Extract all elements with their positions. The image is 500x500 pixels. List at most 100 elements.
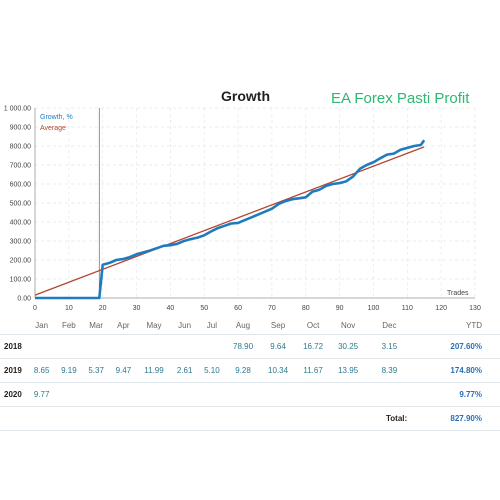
ytd-value: 207.60% <box>413 334 500 359</box>
month-header: YTD <box>413 316 500 335</box>
month-value <box>198 382 226 407</box>
month-header: Jun <box>171 316 199 335</box>
month-value: 9.77 <box>28 382 56 407</box>
month-value: 2.61 <box>171 358 199 383</box>
y-tick-label: 600.00 <box>10 182 32 189</box>
month-value <box>55 334 83 359</box>
month-value <box>260 382 296 407</box>
table-corner <box>0 316 28 335</box>
month-value: 8.65 <box>28 358 56 383</box>
x-axis-label: Trades <box>447 290 469 297</box>
month-value: 5.10 <box>198 358 226 383</box>
month-value <box>330 382 366 407</box>
total-value: 827.90% <box>413 406 500 431</box>
x-tick-label: 80 <box>302 305 310 312</box>
month-header: Oct <box>295 316 331 335</box>
month-value <box>198 334 226 359</box>
x-tick-label: 50 <box>200 305 208 312</box>
month-value: 16.72 <box>295 334 331 359</box>
ytd-value: 9.77% <box>413 382 500 407</box>
month-header: Mar <box>82 316 110 335</box>
x-axis-ticks: 0 10 20 30 40 50 60 70 80 90 100 110 120 130 <box>33 305 481 312</box>
y-tick-label: 0.00 <box>17 296 31 303</box>
month-header: Dec <box>365 316 414 335</box>
month-value <box>137 382 171 407</box>
month-header: Sep <box>260 316 296 335</box>
month-value: 30.25 <box>330 334 366 359</box>
month-header: Nov <box>330 316 366 335</box>
month-value <box>109 334 137 359</box>
y-tick-label: 800.00 <box>10 144 32 151</box>
x-tick-label: 130 <box>469 305 481 312</box>
month-value: 3.15 <box>365 334 414 359</box>
month-value <box>171 334 199 359</box>
x-tick-label: 30 <box>133 305 141 312</box>
x-tick-label: 0 <box>33 305 37 312</box>
month-value: 9.47 <box>109 358 137 383</box>
month-value <box>82 382 110 407</box>
month-value <box>109 382 137 407</box>
month-value: 11.67 <box>295 358 331 383</box>
y-tick-label: 700.00 <box>10 163 32 170</box>
month-value <box>137 334 171 359</box>
month-value: 10.34 <box>260 358 296 383</box>
y-axis-ticks: 0.00 100.00 200.00 300.00 400.00 500.00 600.00… <box>4 106 31 303</box>
legend-average: Average <box>40 125 66 132</box>
year-label: 2020 <box>0 382 28 407</box>
month-header: Aug <box>225 316 261 335</box>
total-label: Total: <box>365 406 414 431</box>
month-header: Jan <box>28 316 56 335</box>
average-line <box>34 146 425 296</box>
table-row: 2020 9.77 9.77% <box>0 382 500 407</box>
brand-label: EA Forex Pasti Profit <box>331 90 470 107</box>
month-value: 11.99 <box>137 358 171 383</box>
legend: Growth, % Average <box>40 114 73 132</box>
x-tick-label: 100 <box>368 305 380 312</box>
growth-chart: 0.00 100.00 200.00 300.00 400.00 500.00 600.00… <box>4 106 481 313</box>
table-row: 2019 8.65 9.19 5.37 9.47 11.99 2.61 5.10 9.28 10.… <box>0 358 500 383</box>
y-tick-label: 500.00 <box>10 201 32 208</box>
month-header: May <box>137 316 171 335</box>
month-header: Jul <box>198 316 226 335</box>
month-value: 9.64 <box>260 334 296 359</box>
y-tick-label: 1 000.00 <box>4 106 31 113</box>
month-value <box>365 382 414 407</box>
month-value <box>55 382 83 407</box>
x-tick-label: 90 <box>336 305 344 312</box>
year-label: 2019 <box>0 358 28 383</box>
x-tick-label: 20 <box>99 305 107 312</box>
year-label: 2018 <box>0 334 28 359</box>
month-value <box>171 382 199 407</box>
month-value: 78.90 <box>225 334 261 359</box>
month-value <box>225 382 261 407</box>
monthly-returns-table: Jan Feb Mar Apr May Jun Jul Aug Sep Oct Nov Dec YTD 2… <box>0 316 500 431</box>
table-row: 2018 78.90 9.64 16.72 30.25 3.15 207.60% <box>0 334 500 359</box>
month-value: 9.19 <box>55 358 83 383</box>
month-value <box>28 334 56 359</box>
x-tick-label: 40 <box>166 305 174 312</box>
month-value: 9.28 <box>225 358 261 383</box>
growth-line <box>35 139 426 300</box>
x-tick-label: 10 <box>65 305 73 312</box>
total-row: Total: 827.90% <box>0 406 500 431</box>
month-header: Apr <box>109 316 137 335</box>
chart-title: Growth <box>221 88 270 104</box>
month-header: Feb <box>55 316 83 335</box>
ytd-value: 174.80% <box>413 358 500 383</box>
x-tick-label: 120 <box>435 305 447 312</box>
month-value <box>295 382 331 407</box>
month-value: 8.39 <box>365 358 414 383</box>
month-value <box>82 334 110 359</box>
y-tick-label: 400.00 <box>10 220 32 227</box>
y-tick-label: 900.00 <box>10 125 32 132</box>
x-tick-label: 60 <box>234 305 242 312</box>
month-value: 13.95 <box>330 358 366 383</box>
chart-series <box>34 139 426 300</box>
x-tick-label: 110 <box>402 305 413 312</box>
x-tick-label: 70 <box>268 305 276 312</box>
month-value: 5.37 <box>82 358 110 383</box>
y-tick-label: 200.00 <box>10 258 32 265</box>
y-tick-label: 300.00 <box>10 239 32 246</box>
legend-growth: Growth, % <box>40 114 73 121</box>
y-tick-label: 100.00 <box>10 277 32 284</box>
